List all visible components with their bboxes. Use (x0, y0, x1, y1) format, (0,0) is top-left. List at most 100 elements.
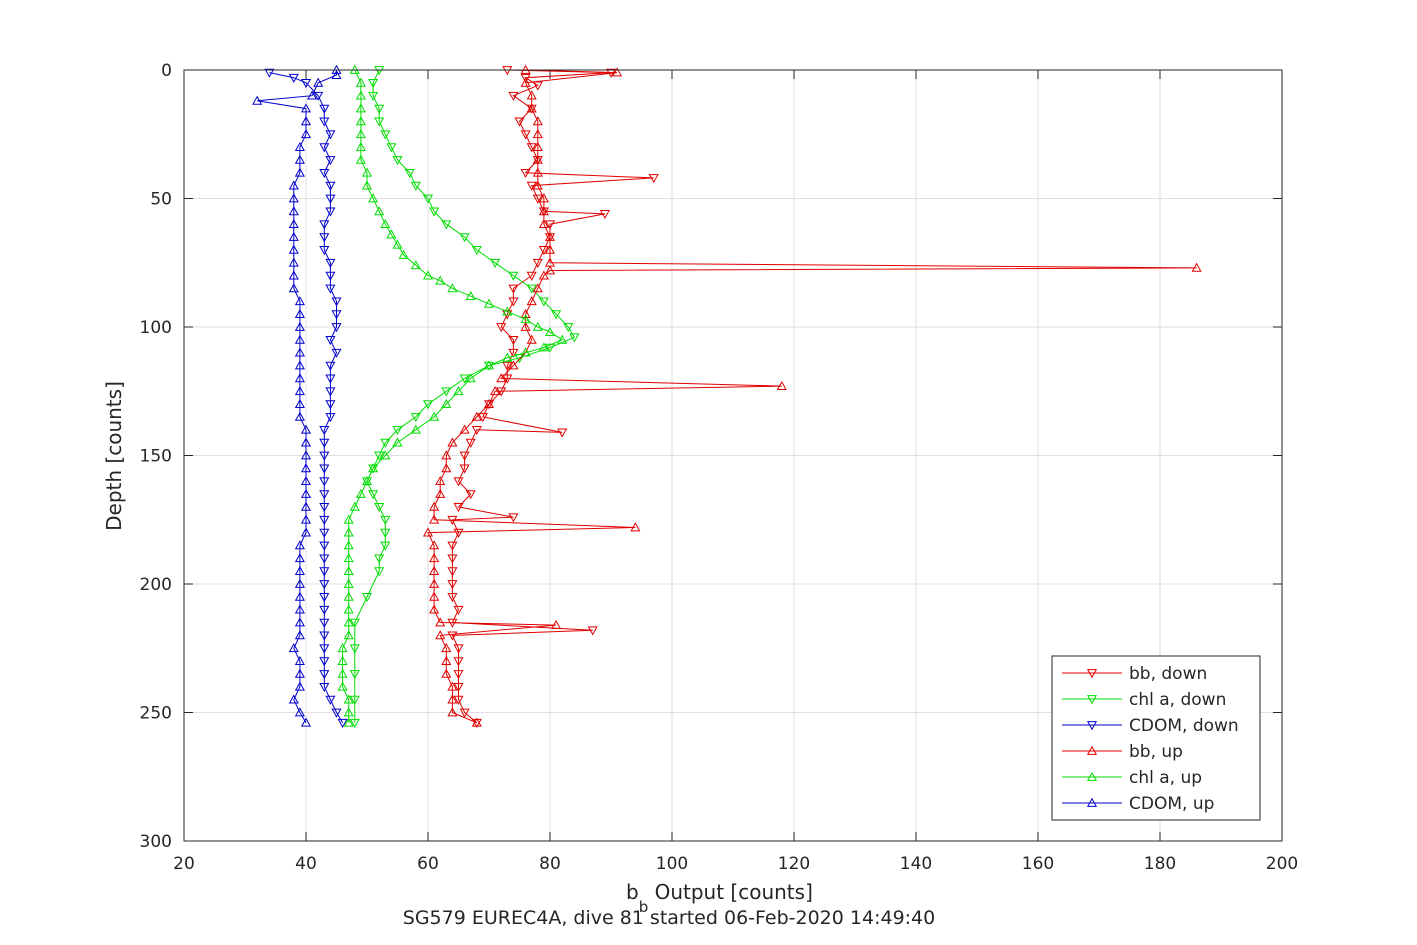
data-point (520, 77, 531, 87)
legend-marker (1086, 745, 1098, 755)
data-point (319, 567, 330, 577)
data-point (337, 681, 348, 691)
data-point (325, 284, 336, 294)
data-point (374, 117, 385, 127)
series-line (257, 70, 337, 724)
y-tick-label: 100 (140, 318, 172, 338)
data-point (508, 297, 519, 307)
data-point (319, 541, 330, 551)
data-point (538, 218, 549, 229)
x-axis-label: bb Output [counts] (626, 880, 813, 916)
series-layer (252, 64, 1202, 729)
data-point (349, 695, 360, 705)
data-point (294, 540, 305, 550)
data-point (319, 246, 330, 256)
data-point (538, 206, 549, 216)
x-tick-label: 100 (656, 854, 688, 874)
data-point (331, 297, 342, 307)
data-point (355, 90, 366, 100)
data-point (300, 103, 312, 113)
data-point (288, 244, 299, 254)
data-point (294, 591, 305, 601)
x-axis-label-rest: Output [counts] (648, 880, 813, 904)
y-tick-label: 300 (140, 832, 172, 852)
data-point (319, 425, 330, 436)
data-point (532, 154, 543, 164)
data-point (319, 464, 330, 474)
data-point (349, 718, 360, 729)
data-point (483, 398, 495, 408)
data-point (368, 463, 379, 473)
data-point (331, 69, 342, 79)
data-point (392, 156, 403, 166)
data-point (612, 67, 623, 77)
data-point (313, 77, 324, 87)
data-point (459, 233, 470, 243)
data-point (569, 333, 580, 343)
data-point (294, 296, 305, 306)
data-point (319, 682, 330, 693)
data-point (520, 130, 531, 140)
x-axis-label-main: b (626, 880, 639, 904)
data-point (429, 411, 440, 421)
data-point (319, 618, 330, 628)
data-point (447, 283, 458, 293)
data-point (288, 283, 299, 293)
data-point (361, 180, 373, 190)
data-point (294, 334, 305, 344)
data-point (380, 515, 391, 525)
data-point (368, 490, 379, 500)
data-point (325, 207, 336, 217)
legend-entry: CDOM, down (1062, 716, 1239, 736)
y-tick-label: 150 (140, 447, 172, 467)
data-point (343, 553, 354, 563)
data-point (453, 695, 464, 705)
data-point (520, 314, 531, 324)
data-point (453, 682, 464, 693)
data-point (294, 655, 305, 665)
data-point (319, 168, 330, 179)
data-point (380, 438, 391, 448)
data-point (429, 514, 440, 524)
data-point (386, 143, 397, 153)
data-point (319, 220, 330, 230)
data-point (288, 694, 299, 704)
legend: bb, down chl a, down CDOM, down bb, up chl a… (1051, 655, 1261, 821)
data-point (319, 143, 330, 153)
x-tick-label: 60 (417, 854, 439, 874)
legend-entry: bb, up (1062, 742, 1183, 762)
data-point (447, 631, 458, 641)
data-point (343, 617, 354, 627)
legend-entry: chl a, up (1062, 768, 1202, 788)
data-point (526, 284, 537, 294)
data-point (319, 580, 330, 590)
legend-label: CDOM, down (1129, 716, 1239, 736)
data-point (465, 490, 476, 500)
data-point (429, 501, 440, 511)
data-point (307, 90, 318, 100)
data-point (319, 644, 330, 654)
data-point (361, 592, 373, 603)
data-point (441, 398, 452, 408)
legend-box (1051, 655, 1261, 821)
data-point (325, 156, 336, 166)
data-point (343, 694, 354, 704)
data-point (496, 373, 507, 383)
data-point (557, 334, 568, 344)
legend-label: CDOM, up (1129, 794, 1214, 814)
data-point (477, 413, 488, 423)
data-point (325, 130, 336, 140)
data-point (429, 565, 440, 576)
data-point (319, 657, 330, 667)
data-point (435, 275, 446, 285)
y-tick-label: 50 (150, 190, 172, 210)
data-point (447, 707, 458, 717)
data-point (325, 387, 336, 397)
data-point (355, 77, 366, 87)
data-point (459, 424, 470, 434)
data-point (502, 306, 513, 316)
data-point (294, 398, 305, 408)
data-point (508, 360, 519, 370)
data-point (544, 326, 556, 336)
plot-frame (183, 69, 1283, 842)
